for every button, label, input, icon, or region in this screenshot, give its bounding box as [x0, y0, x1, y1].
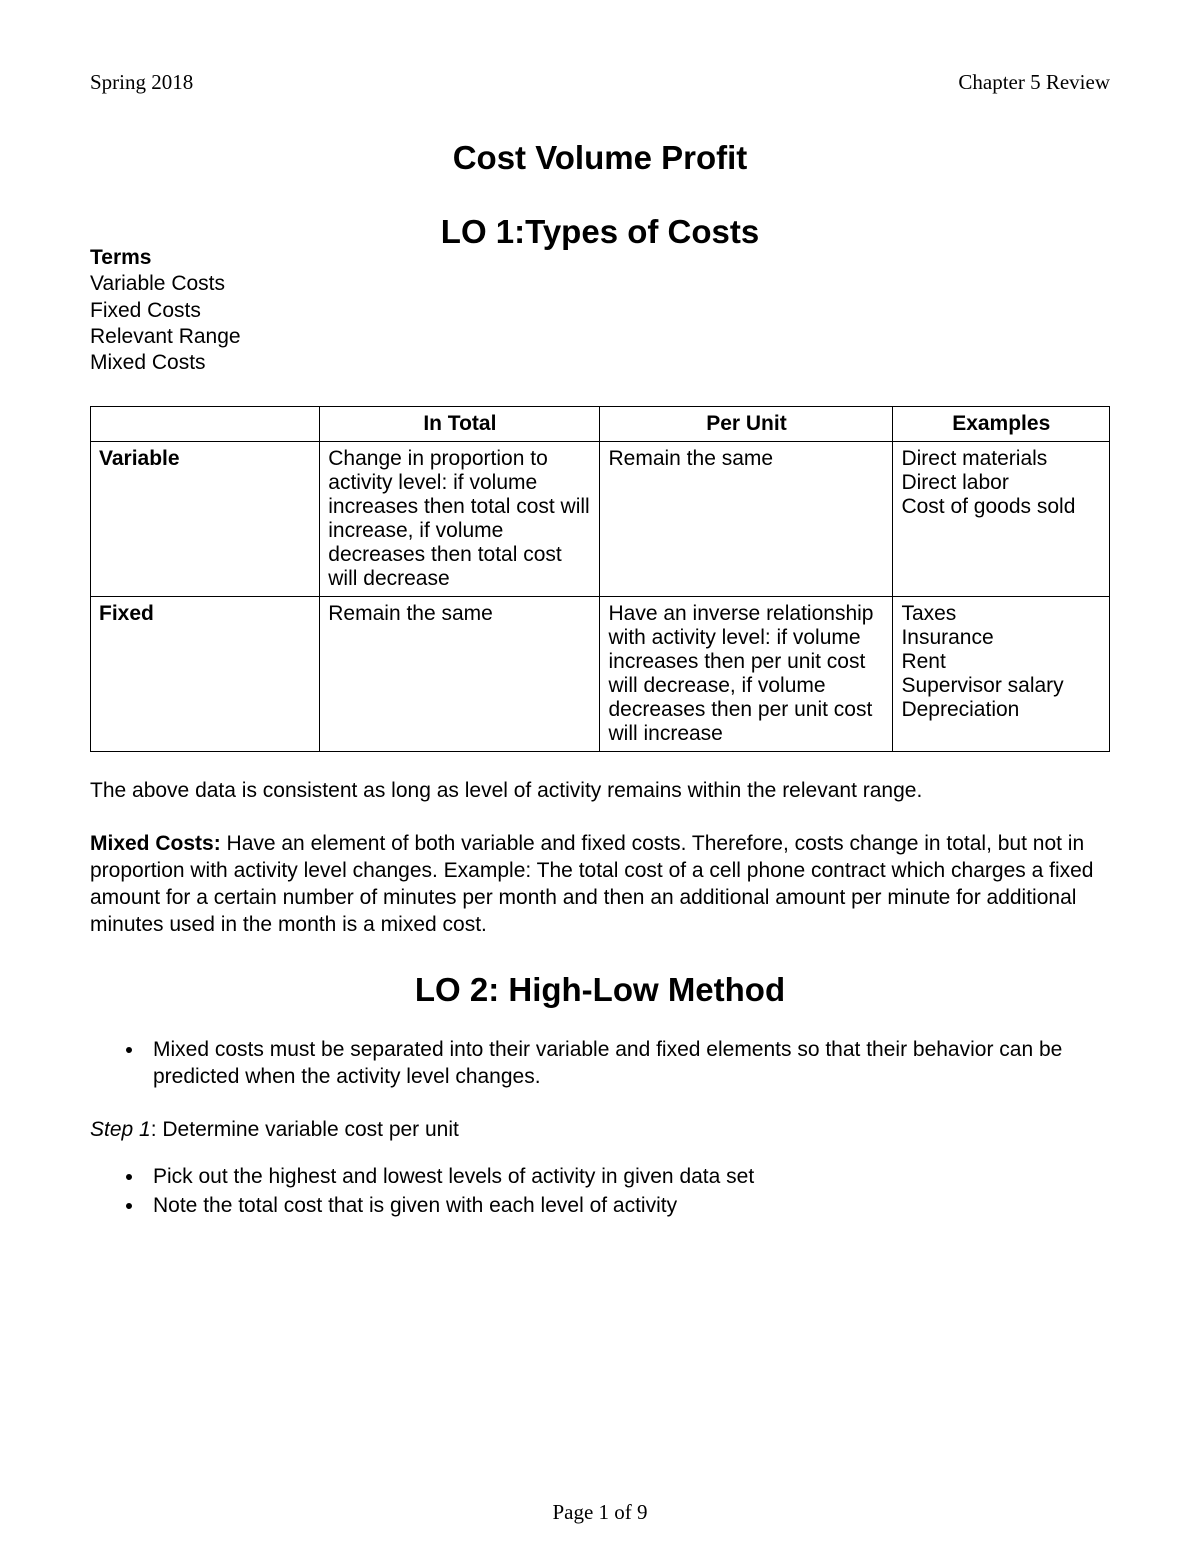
- cost-types-table: In Total Per Unit Examples Variable Chan…: [90, 406, 1110, 752]
- cell-per-unit: Have an inverse relationship with activi…: [600, 597, 893, 752]
- main-title: Cost Volume Profit: [90, 139, 1110, 177]
- cell-per-unit: Remain the same: [600, 442, 893, 597]
- row-label: Variable: [91, 442, 320, 597]
- mixed-costs-paragraph: Mixed Costs: Have an element of both var…: [90, 831, 1110, 939]
- table-header-row: In Total Per Unit Examples: [91, 407, 1110, 442]
- lo2-title: LO 2: High-Low Method: [90, 971, 1110, 1009]
- table-row: Variable Change in proportion to activit…: [91, 442, 1110, 597]
- cell-examples: Taxes Insurance Rent Supervisor salary D…: [893, 597, 1110, 752]
- list-item: Mixed costs must be separated into their…: [145, 1037, 1110, 1091]
- table-header: [91, 407, 320, 442]
- page-header: Spring 2018 Chapter 5 Review: [90, 70, 1110, 95]
- step1-bullets: Pick out the highest and lowest levels o…: [90, 1164, 1110, 1220]
- terms-item: Fixed Costs: [90, 298, 1110, 324]
- step1-text: : Determine variable cost per unit: [151, 1118, 459, 1141]
- terms-item: Variable Costs: [90, 271, 1110, 297]
- cell-in-total: Remain the same: [320, 597, 600, 752]
- page: Spring 2018 Chapter 5 Review Cost Volume…: [0, 0, 1200, 1553]
- terms-item: Mixed Costs: [90, 350, 1110, 376]
- page-footer: Page 1 of 9: [0, 1500, 1200, 1525]
- lo2-intro-list: Mixed costs must be separated into their…: [90, 1037, 1110, 1091]
- table-header: In Total: [320, 407, 600, 442]
- cell-in-total: Change in proportion to activity level: …: [320, 442, 600, 597]
- header-left: Spring 2018: [90, 70, 193, 95]
- list-item: Pick out the highest and lowest levels o…: [145, 1164, 1110, 1191]
- cell-examples: Direct materials Direct labor Cost of go…: [893, 442, 1110, 597]
- terms-block: Terms Variable Costs Fixed Costs Relevan…: [90, 245, 1110, 376]
- relevant-range-note: The above data is consistent as long as …: [90, 778, 1110, 805]
- mixed-costs-body: Have an element of both variable and fix…: [90, 832, 1093, 936]
- table-header: Per Unit: [600, 407, 893, 442]
- list-item: Note the total cost that is given with e…: [145, 1193, 1110, 1220]
- header-right: Chapter 5 Review: [958, 70, 1110, 95]
- table-row: Fixed Remain the same Have an inverse re…: [91, 597, 1110, 752]
- step1-label: Step 1: [90, 1118, 151, 1141]
- table-header: Examples: [893, 407, 1110, 442]
- step1-line: Step 1: Determine variable cost per unit: [90, 1118, 1110, 1142]
- mixed-costs-label: Mixed Costs:: [90, 832, 221, 855]
- row-label: Fixed: [91, 597, 320, 752]
- terms-item: Relevant Range: [90, 324, 1110, 350]
